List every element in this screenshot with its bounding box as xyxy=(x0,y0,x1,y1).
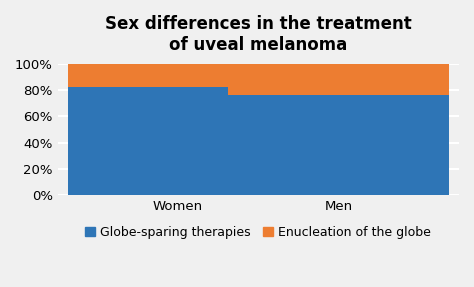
Legend: Globe-sparing therapies, Enucleation of the globe: Globe-sparing therapies, Enucleation of … xyxy=(81,221,437,244)
Title: Sex differences in the treatment
of uveal melanoma: Sex differences in the treatment of uvea… xyxy=(105,15,412,54)
Bar xyxy=(68,64,289,87)
Bar xyxy=(228,95,449,195)
Bar xyxy=(68,87,289,195)
Bar xyxy=(228,64,449,95)
